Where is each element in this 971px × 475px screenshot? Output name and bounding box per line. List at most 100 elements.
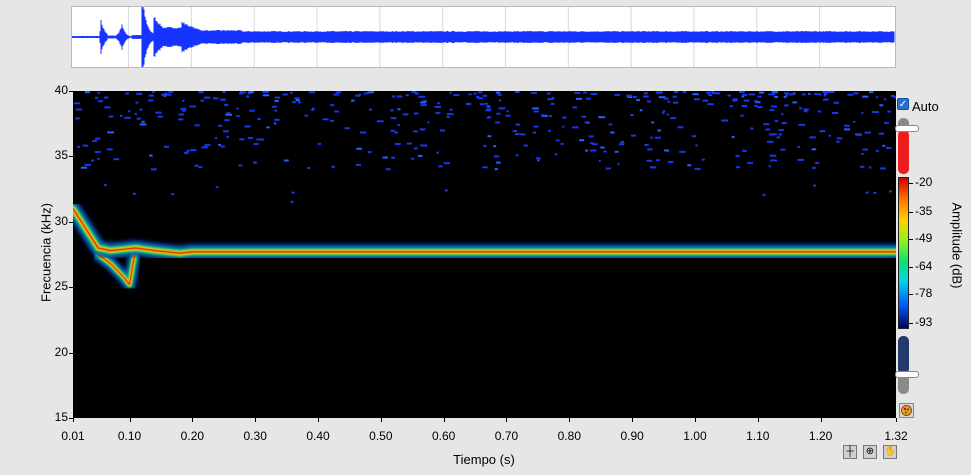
noise-speckle	[532, 131, 537, 134]
noise-speckle	[853, 120, 856, 123]
noise-speckle	[651, 121, 655, 124]
noise-speckle	[190, 149, 197, 152]
noise-speckle	[487, 116, 492, 119]
noise-speckle	[605, 167, 611, 170]
spectrogram-canvas[interactable]	[65, 91, 904, 418]
noise-speckle	[579, 139, 585, 142]
noise-speckle	[390, 129, 396, 132]
noise-speckle	[646, 100, 651, 103]
min-slider-range[interactable]	[898, 336, 909, 374]
x-tick-mark	[506, 418, 508, 422]
noise-speckle	[610, 131, 615, 134]
noise-speckle	[617, 162, 620, 165]
y-tick-mark	[69, 418, 73, 419]
noise-speckle	[483, 144, 487, 147]
noise-speckle	[647, 148, 653, 151]
noise-speckle	[735, 155, 740, 158]
noise-speckle	[759, 91, 765, 94]
noise-speckle	[812, 166, 816, 169]
noise-speckle	[220, 98, 227, 101]
noise-speckle	[646, 159, 653, 162]
noise-speckle	[537, 159, 540, 162]
spectrogram-plot[interactable]	[65, 91, 904, 418]
noise-speckle	[119, 115, 123, 117]
noise-speckle	[465, 103, 472, 105]
noise-speckle	[493, 155, 500, 158]
noise-speckle	[487, 135, 492, 138]
max-slider-track[interactable]	[898, 118, 909, 130]
noise-speckle	[523, 144, 528, 147]
palette-button[interactable]	[899, 403, 914, 418]
noise-speckle	[322, 118, 329, 121]
noise-speckle	[882, 144, 886, 147]
noise-speckle	[592, 143, 598, 146]
x-tick-label: 0.01	[61, 429, 85, 443]
colorbar-tick-label: -64	[915, 259, 933, 274]
noise-speckle	[663, 97, 669, 100]
pan-tool-button[interactable]: ✋	[883, 445, 897, 459]
noise-speckle	[673, 101, 679, 104]
min-slider-track[interactable]	[898, 374, 909, 394]
noise-speckle	[74, 102, 80, 105]
noise-speckle	[200, 99, 205, 102]
noise-speckle	[97, 157, 100, 160]
cursor-tool-button[interactable]: ┼	[843, 445, 857, 459]
noise-speckle	[781, 122, 787, 125]
noise-speckle	[218, 143, 222, 146]
noise-speckle	[757, 106, 763, 109]
noise-speckle	[817, 110, 822, 113]
min-slider-knob[interactable]	[895, 371, 919, 378]
noise-speckle	[394, 131, 398, 134]
noise-speckle	[862, 148, 868, 151]
noise-speckle	[477, 91, 483, 94]
zoom-tool-button[interactable]: ⊕	[863, 445, 877, 459]
noise-speckle	[148, 94, 154, 97]
colorbar-tick-label: -93	[915, 315, 933, 329]
noise-speckle	[560, 142, 564, 145]
noise-speckle	[768, 93, 776, 96]
noise-speckle	[248, 91, 255, 94]
noise-speckle	[304, 114, 308, 117]
waveform-trace	[71, 0, 895, 78]
noise-speckle	[865, 191, 869, 194]
noise-speckle	[748, 93, 756, 96]
noise-speckle	[598, 159, 601, 162]
noise-speckle	[672, 95, 677, 98]
noise-speckle	[113, 158, 120, 161]
noise-speckle	[473, 92, 477, 95]
max-slider-knob[interactable]	[895, 125, 919, 132]
noise-speckle	[762, 193, 766, 196]
noise-speckle	[778, 133, 783, 136]
noise-speckle	[784, 92, 789, 95]
noise-speckle	[351, 99, 355, 102]
noise-speckle	[75, 108, 83, 111]
waveform-overview	[71, 0, 896, 78]
noise-speckle	[822, 91, 829, 94]
noise-speckle	[482, 166, 488, 169]
max-slider-range[interactable]	[898, 130, 909, 174]
y-tick-label: 25	[54, 279, 68, 294]
noise-speckle	[847, 93, 853, 96]
noise-speckle	[392, 95, 395, 98]
noise-speckle	[711, 91, 715, 93]
noise-speckle	[878, 132, 884, 135]
noise-speckle	[148, 99, 154, 102]
noise-speckle	[256, 138, 263, 141]
noise-speckle	[359, 131, 367, 134]
colorbar-title: Amplitude (dB)	[949, 202, 965, 289]
noise-speckle	[247, 136, 253, 139]
noise-speckle	[797, 145, 800, 148]
noise-speckle	[391, 156, 395, 159]
noise-speckle	[667, 161, 674, 163]
noise-speckle	[220, 145, 225, 148]
noise-speckle	[82, 144, 89, 147]
noise-speckle	[673, 91, 679, 93]
noise-speckle	[792, 101, 798, 104]
noise-speckle	[239, 138, 245, 141]
noise-speckle	[654, 136, 661, 139]
noise-speckle	[843, 128, 850, 131]
noise-speckle	[572, 106, 577, 109]
y-tick-label: 15	[54, 410, 68, 424]
noise-speckle	[658, 96, 666, 99]
auto-checkbox[interactable]: ✓	[897, 98, 909, 110]
